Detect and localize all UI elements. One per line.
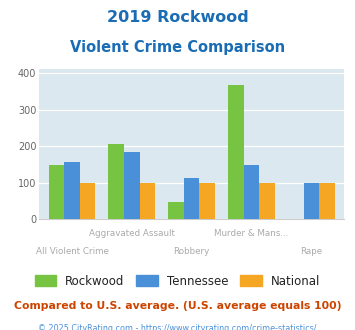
- Bar: [124, 152, 140, 219]
- Text: Robbery: Robbery: [174, 247, 210, 256]
- Text: Compared to U.S. average. (U.S. average equals 100): Compared to U.S. average. (U.S. average …: [14, 301, 341, 311]
- Text: Aggravated Assault: Aggravated Assault: [89, 229, 175, 238]
- Text: Murder & Mans...: Murder & Mans...: [214, 229, 289, 238]
- Text: 2019 Rockwood: 2019 Rockwood: [106, 10, 248, 25]
- Bar: [168, 202, 184, 219]
- Bar: [200, 183, 215, 219]
- Text: All Violent Crime: All Violent Crime: [36, 247, 108, 256]
- Bar: [64, 162, 80, 219]
- Text: © 2025 CityRating.com - https://www.cityrating.com/crime-statistics/: © 2025 CityRating.com - https://www.city…: [38, 324, 317, 330]
- Bar: [304, 183, 319, 219]
- Text: Rape: Rape: [300, 247, 322, 256]
- Bar: [319, 183, 335, 219]
- Bar: [228, 85, 244, 219]
- Bar: [49, 165, 64, 219]
- Bar: [80, 183, 95, 219]
- Text: Violent Crime Comparison: Violent Crime Comparison: [70, 40, 285, 55]
- Bar: [140, 183, 155, 219]
- Bar: [109, 144, 124, 219]
- Bar: [244, 165, 260, 219]
- Legend: Rockwood, Tennessee, National: Rockwood, Tennessee, National: [34, 275, 321, 288]
- Bar: [184, 178, 200, 219]
- Bar: [260, 183, 275, 219]
